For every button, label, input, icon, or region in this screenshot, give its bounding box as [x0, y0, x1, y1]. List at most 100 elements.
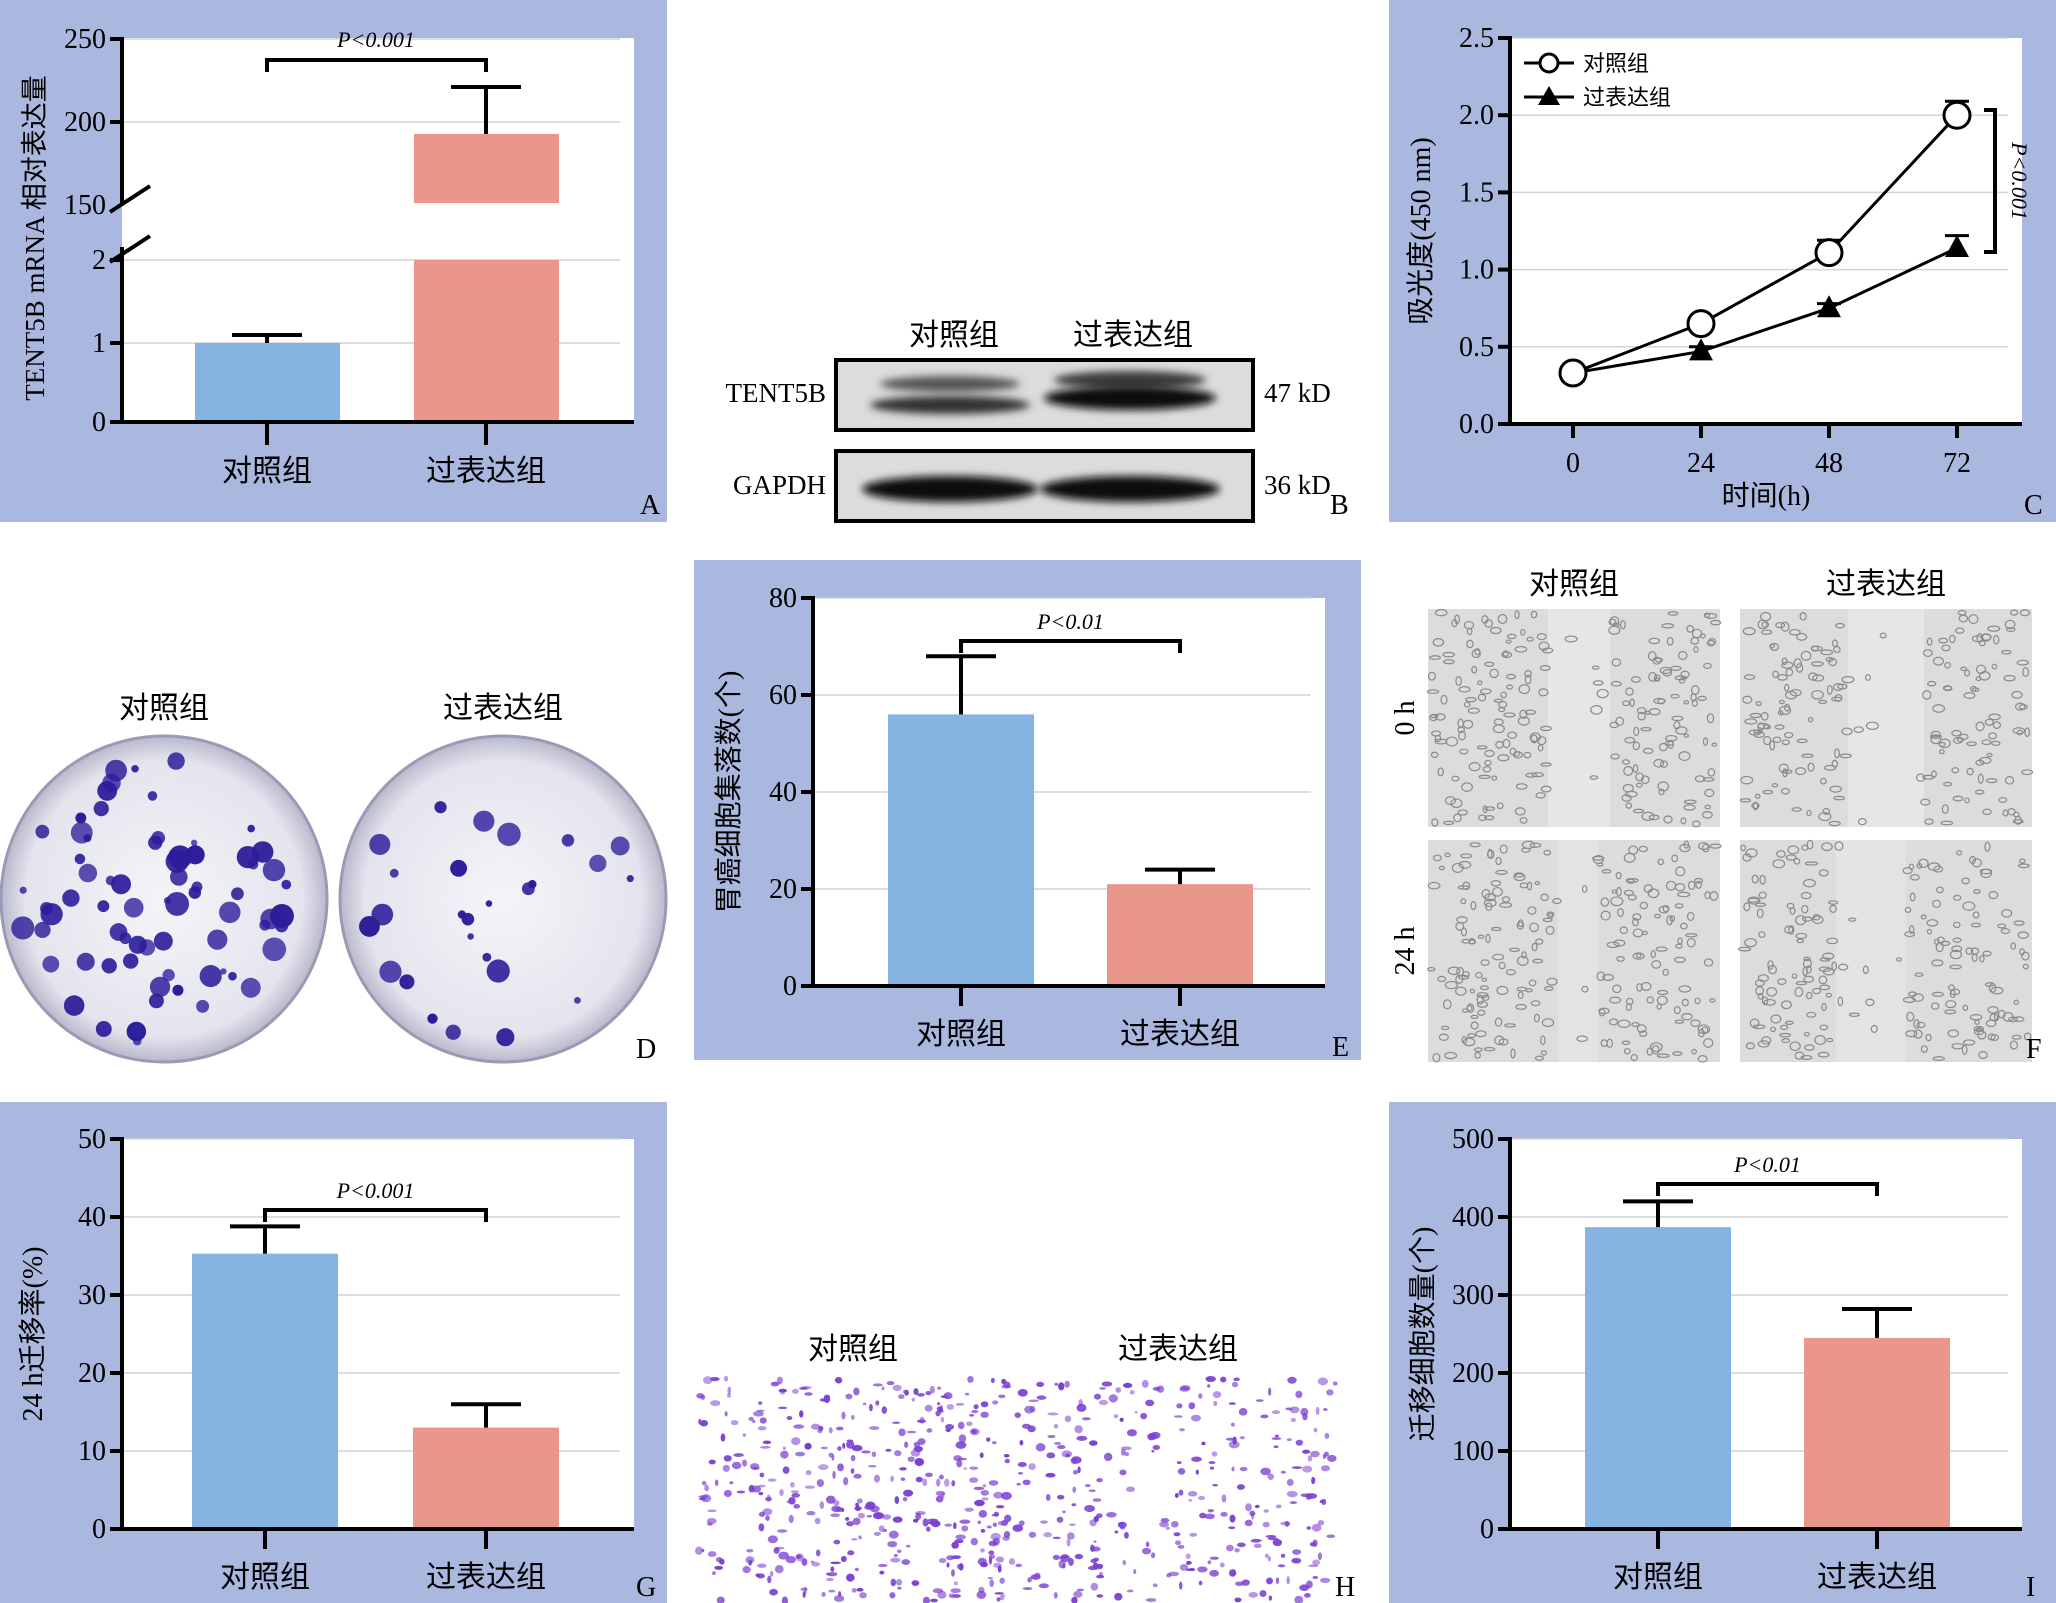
cell	[1755, 986, 1765, 996]
migrated-cell	[1177, 1545, 1185, 1549]
cell	[2022, 963, 2029, 970]
migrated-cell	[979, 1452, 984, 1459]
cell	[1949, 949, 1963, 960]
y-tick-label: 1.5	[1459, 177, 1494, 208]
colony	[93, 800, 109, 817]
colony	[260, 908, 281, 930]
cell	[1592, 680, 1604, 686]
migrated-cell	[1271, 1437, 1282, 1440]
cell	[1516, 955, 1529, 966]
migrated-cell	[1317, 1552, 1323, 1561]
migrated-cell	[707, 1509, 717, 1513]
migrated-cell	[1306, 1526, 1312, 1530]
migrated-cell	[733, 1453, 744, 1457]
colony	[35, 824, 50, 839]
cell	[1659, 760, 1669, 768]
colony	[231, 887, 244, 901]
cell	[1707, 768, 1716, 777]
migrated-cell	[756, 1573, 765, 1579]
migrated-cell	[1232, 1436, 1237, 1445]
colony	[167, 752, 185, 770]
cell	[1802, 958, 1812, 969]
migrated-cell	[776, 1529, 788, 1533]
cell	[2018, 858, 2026, 864]
cell	[1984, 982, 1995, 987]
cell	[1803, 1031, 1810, 1037]
cell	[1609, 616, 1620, 626]
migrated-cell	[875, 1400, 880, 1406]
migrated-cell	[1022, 1479, 1031, 1486]
cell	[1969, 856, 1977, 865]
cell	[1636, 1024, 1647, 1033]
migrated-cell	[1119, 1469, 1127, 1476]
panel-letter: F	[2026, 1034, 2042, 1065]
cell	[1951, 729, 1962, 737]
cell	[1703, 958, 1714, 967]
cell	[1826, 1037, 1834, 1043]
y-tick-label-upper: 250	[64, 24, 106, 55]
migrated-cell	[858, 1535, 862, 1540]
colony	[610, 836, 630, 856]
migrated-cell	[1198, 1580, 1203, 1586]
panel-i-chart: 0 100 200 300 400 500 对照组 过表达组 P<0.01	[1452, 1124, 2022, 1594]
migrated-cell	[988, 1480, 999, 1486]
migrated-cell	[1322, 1454, 1327, 1459]
migrated-cell	[1326, 1534, 1336, 1538]
cell	[1455, 974, 1464, 984]
migrated-cell	[857, 1512, 865, 1519]
cell	[1786, 902, 1795, 910]
cell	[2023, 1032, 2032, 1041]
cell	[1641, 930, 1648, 936]
migrated-cell	[1323, 1408, 1328, 1411]
panel-c-series	[1558, 99, 1972, 388]
migrated-cell	[1199, 1512, 1207, 1519]
migrated-cell	[917, 1393, 925, 1397]
cell	[1987, 625, 2001, 632]
cell	[1785, 854, 1797, 861]
cell	[1667, 739, 1674, 749]
cell	[1527, 906, 1537, 915]
migrated-cell	[951, 1555, 962, 1560]
cell	[1704, 788, 1715, 798]
cell	[1632, 808, 1645, 814]
migrated-cell	[762, 1440, 772, 1445]
panel-letter: H	[1335, 1572, 1355, 1603]
migrated-cell	[863, 1505, 873, 1510]
migrated-cell	[752, 1420, 756, 1423]
migrated-cell	[845, 1393, 853, 1400]
cell	[1770, 1014, 1782, 1024]
migrated-cell	[956, 1459, 963, 1468]
migrated-cell	[1004, 1458, 1010, 1464]
cell	[1657, 989, 1669, 996]
migrated-cell	[793, 1503, 801, 1509]
cell	[1782, 769, 1793, 774]
y-tick-label: 400	[1452, 1202, 1494, 1233]
migrated-cell	[1053, 1424, 1059, 1429]
colony	[196, 999, 210, 1013]
blot-column-label: 对照组	[909, 319, 999, 352]
scratch-column-label: 对照组	[1529, 568, 1619, 601]
colony	[34, 921, 51, 939]
cell	[1636, 953, 1642, 959]
y-tick-label: 40	[78, 1202, 106, 1233]
cell	[1622, 700, 1630, 707]
cell	[1506, 684, 1514, 690]
bar	[192, 1253, 338, 1529]
cell	[1476, 1001, 1489, 1008]
migrated-cell	[1120, 1448, 1126, 1456]
migrated-cell	[1262, 1521, 1270, 1528]
cell	[1524, 709, 1537, 715]
migrated-cell	[1179, 1563, 1189, 1571]
migrated-cell	[887, 1540, 898, 1548]
cell	[1535, 792, 1546, 799]
colony	[457, 910, 466, 919]
blot-band-gapdh-control	[862, 476, 1038, 502]
panel-e: 0 20 40 60 80 对照组 过表达组 P<0.01 胃癌细胞集落数(个) E	[694, 560, 1361, 1063]
migrated-cell	[953, 1522, 957, 1530]
migrated-cell	[859, 1592, 867, 1599]
migrated-cell	[805, 1470, 812, 1476]
migrated-cell	[1088, 1440, 1098, 1446]
cell	[1645, 710, 1651, 715]
migrated-cell	[950, 1588, 961, 1594]
cell	[1975, 664, 1987, 675]
